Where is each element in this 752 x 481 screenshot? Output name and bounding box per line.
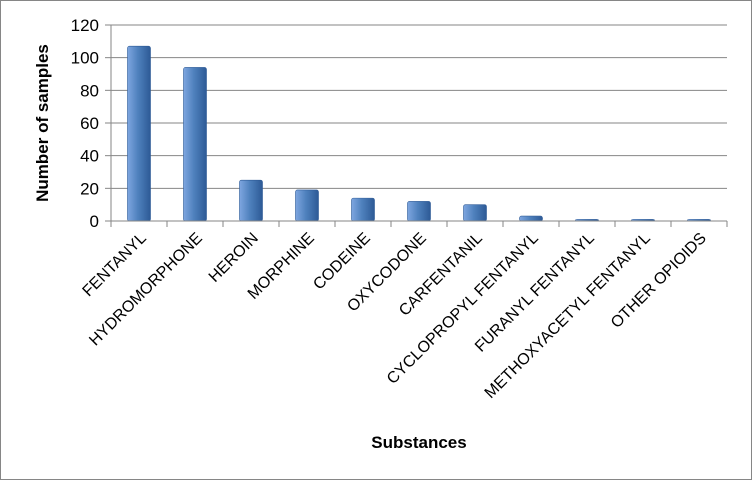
- bars: [127, 45, 711, 222]
- bar-morphine: [295, 189, 319, 222]
- y-tick-label: 80: [80, 81, 99, 100]
- x-tick-label: HYDROMORPHONE: [86, 230, 206, 350]
- y-tick-labels: 0 20 40 60 80 100 120: [71, 16, 99, 231]
- bar-hydromorphone: [183, 67, 207, 222]
- bar-carfentanil: [463, 204, 487, 222]
- axes: [110, 25, 728, 227]
- y-tick-label: 60: [80, 114, 99, 133]
- y-tick-label: 40: [80, 147, 99, 166]
- gridlines: [105, 24, 727, 222]
- y-tick-label: 20: [80, 179, 99, 198]
- x-axis-title: Substances: [371, 433, 466, 452]
- y-tick-label: 100: [71, 49, 99, 68]
- bar-codeine: [351, 197, 375, 222]
- y-axis-title: Number of samples: [33, 44, 52, 202]
- bar-heroin: [239, 179, 263, 222]
- x-tick-label: HEROIN: [206, 230, 262, 286]
- bar-cyclopropyl-fentanyl: [519, 215, 543, 222]
- y-tick-label: 120: [71, 16, 99, 35]
- y-tick-label: 0: [90, 212, 99, 231]
- x-tick-label: OTHER OPIOIDS: [608, 230, 710, 332]
- bar-oxycodone: [407, 201, 431, 222]
- bar-fentanyl: [127, 45, 151, 222]
